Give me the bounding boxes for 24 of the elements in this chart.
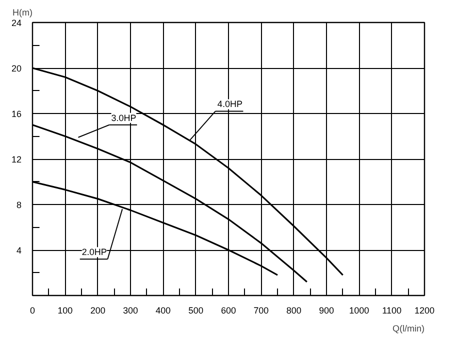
x-tick-label: 900 xyxy=(318,306,334,316)
y-tick-label: 8 xyxy=(16,200,22,210)
x-tick-label: 300 xyxy=(122,306,138,316)
x-tick-label: 200 xyxy=(90,306,106,316)
x-tick-label: 1200 xyxy=(414,306,435,316)
x-tick-label: 800 xyxy=(286,306,302,316)
x-tick-label: 400 xyxy=(156,306,171,316)
y-axis-title: H(m) xyxy=(12,8,32,18)
y-tick-label: 12 xyxy=(11,154,22,164)
annotation: 4.0HP xyxy=(217,99,242,110)
y-tick-label: 20 xyxy=(11,64,22,74)
x-tick-label: 500 xyxy=(188,306,204,316)
y-tick-label: 4 xyxy=(16,246,22,256)
x-tick-label: 1000 xyxy=(349,306,370,316)
y-tick-label: 16 xyxy=(11,109,22,119)
x-tick-label: 600 xyxy=(220,306,236,316)
x-tick-label: 0 xyxy=(30,306,36,316)
annotation: 2.0HP xyxy=(82,247,107,258)
x-axis-title: Q(l/min) xyxy=(392,324,425,334)
x-tick-label: 1100 xyxy=(382,306,402,316)
annotation: 3.0HP xyxy=(111,112,136,123)
x-tick-label: 700 xyxy=(254,306,269,316)
y-tick-label: 24 xyxy=(11,18,22,28)
x-tick-label: 100 xyxy=(58,306,73,316)
